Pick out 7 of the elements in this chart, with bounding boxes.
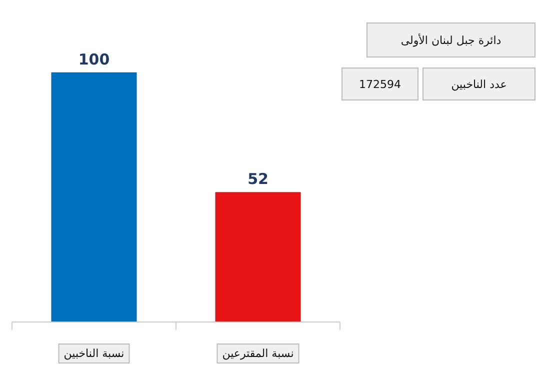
text: عدد الناخبين [451, 78, 507, 91]
x-tick-label: نسبة الناخبين [64, 347, 124, 360]
x-tick-label: نسبة المقترعين [222, 347, 294, 360]
text: دائرة جبل لبنان الأولى [400, 33, 502, 47]
data-label: 52 [248, 170, 268, 188]
data-label: 100 [78, 50, 110, 68]
text: 172594 [359, 78, 401, 91]
